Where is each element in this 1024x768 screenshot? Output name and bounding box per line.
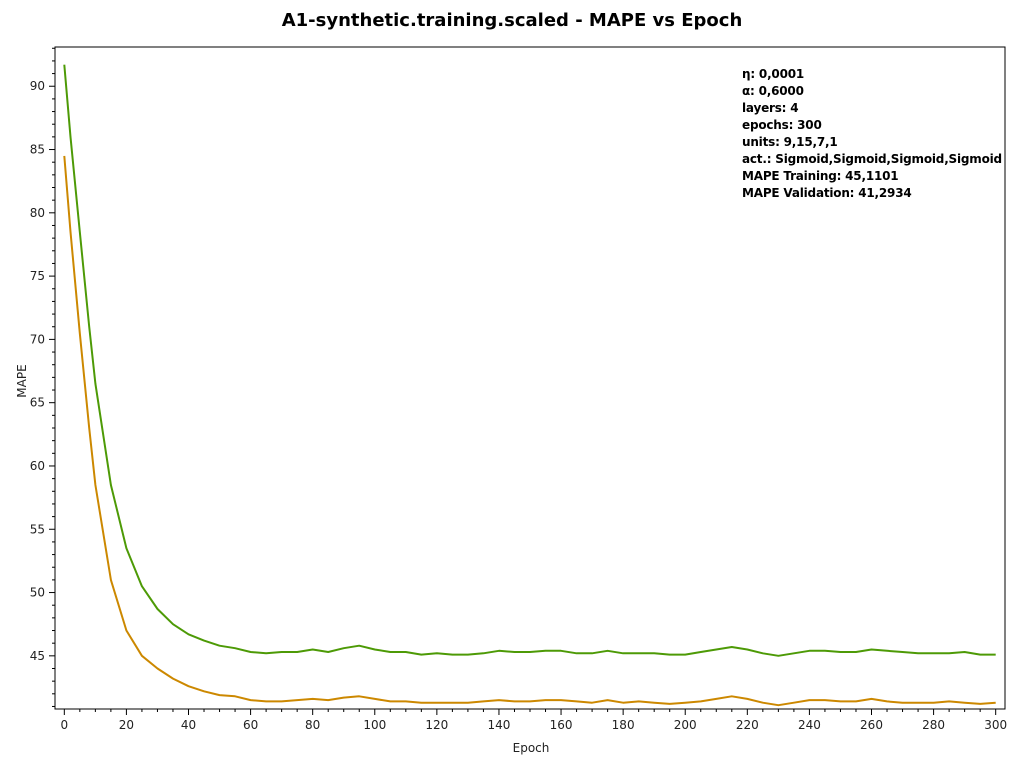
x-tick-label: 80	[305, 718, 320, 732]
info-mape-training: MAPE Training: 45,1101	[742, 169, 899, 183]
x-tick-label: 0	[60, 718, 68, 732]
x-tick-label: 20	[119, 718, 134, 732]
x-tick-label: 120	[425, 718, 448, 732]
validation-series-line	[63, 155, 996, 707]
x-tick-label: 260	[860, 718, 883, 732]
x-tick-label: 180	[612, 718, 635, 732]
info-epochs: epochs: 300	[742, 118, 822, 132]
x-tick-label: 160	[550, 718, 573, 732]
x-tick-label: 200	[674, 718, 697, 732]
y-axis-label: MAPE	[15, 364, 29, 397]
info-eta: η: 0,0001	[742, 67, 805, 81]
y-tick-label: 45	[30, 649, 45, 663]
y-tick-label: 65	[30, 396, 45, 410]
y-axis-ticks: 45 50 55 60 65 70 75 80 85 90	[30, 47, 55, 707]
x-tick-label: 100	[363, 718, 386, 732]
x-tick-label: 60	[243, 718, 258, 732]
chart-title: A1-synthetic.training.scaled - MAPE vs E…	[281, 10, 743, 31]
info-units: units: 9,15,7,1	[742, 135, 838, 149]
y-tick-label: 85	[30, 143, 45, 157]
y-tick-label: 50	[30, 586, 45, 600]
y-tick-label: 60	[30, 459, 45, 473]
x-tick-label: 220	[736, 718, 759, 732]
parameters-info-box: η: 0,0001 α: 0,6000 layers: 4 epochs: 30…	[742, 66, 1002, 202]
x-axis-ticks: 0 20 40 60 80 100 120 140 160 180 200 220 240 260 280 3…	[60, 709, 1007, 732]
series-lines	[63, 64, 996, 707]
y-tick-label: 55	[30, 522, 45, 536]
info-mape-validation: MAPE Validation: 41,2934	[742, 186, 912, 200]
info-layers: layers: 4	[742, 101, 799, 115]
info-alpha: α: 0,6000	[742, 84, 804, 98]
y-tick-label: 80	[30, 206, 45, 220]
x-axis-label: Epoch	[513, 741, 550, 755]
x-tick-label: 300	[984, 718, 1007, 732]
x-tick-label: 40	[181, 718, 196, 732]
x-tick-label: 240	[798, 718, 821, 732]
x-tick-label: 280	[922, 718, 945, 732]
y-tick-label: 70	[30, 332, 45, 346]
info-activations: act.: Sigmoid,Sigmoid,Sigmoid,Sigmoid	[742, 152, 1002, 166]
y-tick-label: 90	[30, 79, 45, 93]
training-series-line	[63, 64, 996, 657]
x-tick-label: 140	[488, 718, 511, 732]
y-tick-label: 75	[30, 269, 45, 283]
